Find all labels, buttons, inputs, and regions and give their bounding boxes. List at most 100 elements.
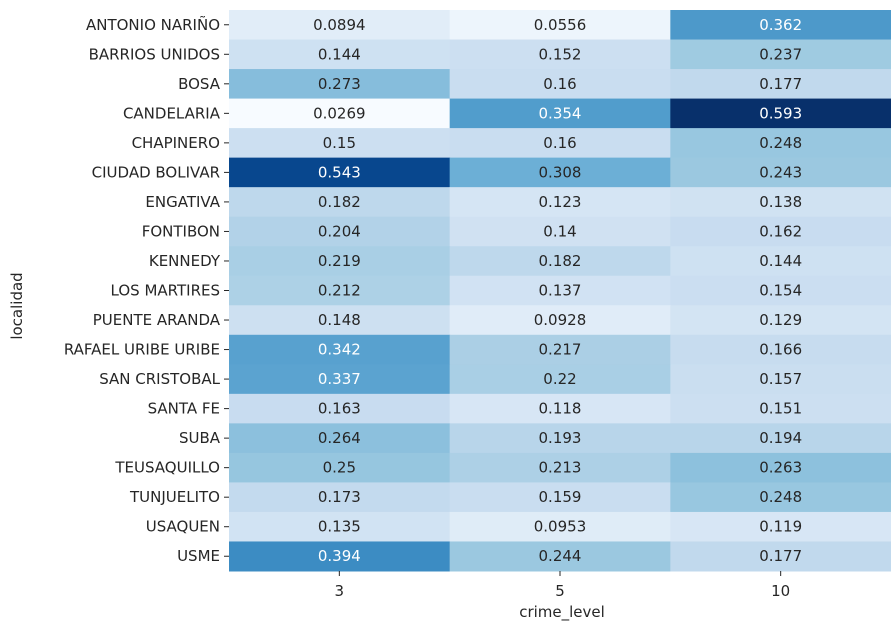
heatmap-cell [229, 334, 451, 365]
cell-value-label: 0.138 [759, 193, 802, 211]
heatmap-cell [670, 511, 891, 542]
heatmap-cell [229, 39, 451, 70]
heatmap-cells [229, 10, 891, 572]
cell-value-label: 0.337 [318, 370, 361, 388]
y-tick-label: SUBA [179, 429, 221, 447]
heatmap-cell [670, 275, 891, 306]
heatmap-cell [449, 482, 671, 513]
heatmap-cell [449, 216, 671, 247]
x-tick-label: 3 [335, 582, 345, 600]
cell-value-label: 0.237 [759, 45, 802, 63]
x-axis: 3 5 10 [335, 571, 790, 600]
heatmap-cell [449, 10, 671, 41]
heatmap-cell [449, 187, 671, 218]
cell-value-label: 0.308 [539, 163, 582, 181]
heatmap-cell [449, 98, 671, 129]
x-tick-label: 5 [555, 582, 565, 600]
y-tick-label: CANDELARIA [123, 104, 221, 122]
heatmap-cell [670, 541, 891, 572]
cell-value-label: 0.152 [539, 45, 582, 63]
cell-value-label: 0.177 [759, 547, 802, 565]
heatmap-cell [449, 275, 671, 306]
cell-value-label: 0.0928 [534, 311, 587, 329]
cell-value-label: 0.16 [543, 75, 576, 93]
heatmap-cell [229, 511, 451, 542]
cell-value-label: 0.157 [759, 370, 802, 388]
y-tick-label: TEUSAQUILLO [114, 459, 220, 477]
heatmap-cell [449, 364, 671, 395]
y-tick-label: KENNEDY [149, 252, 221, 270]
heatmap-cell [670, 187, 891, 218]
cell-value-label: 0.244 [539, 547, 582, 565]
heatmap-cell [670, 157, 891, 188]
y-tick-label: BARRIOS UNIDOS [89, 45, 220, 63]
heatmap-cell [670, 393, 891, 424]
heatmap-cell [229, 541, 451, 572]
cell-value-label: 0.342 [318, 341, 361, 359]
cell-value-label: 0.177 [759, 75, 802, 93]
y-axis-label: localidad [8, 272, 26, 339]
x-axis-label: crime_level [519, 603, 605, 622]
heatmap-cell [449, 128, 671, 159]
heatmap-cell [229, 275, 451, 306]
heatmap-cell [229, 393, 451, 424]
cell-annotations: 0.0894 0.0556 0.362 0.144 0.152 0.237 0.273 0.1… [313, 16, 802, 565]
heatmap-cell [670, 423, 891, 454]
heatmap-cell [229, 10, 451, 41]
cell-value-label: 0.173 [318, 488, 361, 506]
cell-value-label: 0.219 [318, 252, 361, 270]
cell-value-label: 0.0269 [313, 104, 366, 122]
y-tick-label: CHAPINERO [132, 134, 220, 152]
y-tick-label: CIUDAD BOLIVAR [92, 163, 220, 181]
cell-value-label: 0.0556 [534, 16, 587, 34]
cell-value-label: 0.118 [539, 400, 582, 418]
heatmap-cell [449, 305, 671, 336]
heatmap-cell [670, 364, 891, 395]
y-tick-label: PUENTE ARANDA [93, 311, 221, 329]
heatmap-cell [670, 98, 891, 129]
cell-value-label: 0.163 [318, 400, 361, 418]
y-tick-label: FONTIBON [142, 222, 220, 240]
heatmap-cell [229, 452, 451, 483]
y-tick-label: SANTA FE [148, 400, 220, 418]
heatmap-cell [449, 511, 671, 542]
heatmap-cell [449, 334, 671, 365]
cell-value-label: 0.0894 [313, 16, 366, 34]
cell-value-label: 0.182 [539, 252, 582, 270]
cell-value-label: 0.162 [759, 222, 802, 240]
cell-value-label: 0.394 [318, 547, 361, 565]
cell-value-label: 0.0953 [534, 518, 587, 536]
heatmap-cell [670, 128, 891, 159]
heatmap-cell [670, 69, 891, 100]
cell-value-label: 0.148 [318, 311, 361, 329]
cell-value-label: 0.154 [759, 282, 802, 300]
cell-value-label: 0.248 [759, 488, 802, 506]
cell-value-label: 0.129 [759, 311, 802, 329]
cell-value-label: 0.212 [318, 282, 361, 300]
cell-value-label: 0.144 [318, 45, 361, 63]
y-tick-label: TUNJUELITO [129, 488, 220, 506]
cell-value-label: 0.15 [323, 134, 356, 152]
cell-value-label: 0.123 [539, 193, 582, 211]
y-tick-label: ENGATIVA [145, 193, 220, 211]
heatmap-cell [449, 39, 671, 70]
cell-value-label: 0.354 [539, 104, 582, 122]
cell-value-label: 0.182 [318, 193, 361, 211]
cell-value-label: 0.119 [759, 518, 802, 536]
heatmap-cell [229, 482, 451, 513]
cell-value-label: 0.213 [539, 459, 582, 477]
cell-value-label: 0.14 [543, 222, 576, 240]
heatmap-cell [670, 334, 891, 365]
heatmap-cell [229, 364, 451, 395]
heatmap-cell [449, 393, 671, 424]
heatmap-cell [449, 541, 671, 572]
y-tick-label: RAFAEL URIBE URIBE [64, 341, 220, 359]
heatmap-cell [229, 128, 451, 159]
heatmap-cell [670, 39, 891, 70]
heatmap-cell [449, 157, 671, 188]
cell-value-label: 0.137 [539, 282, 582, 300]
heatmap-cell [229, 305, 451, 336]
heatmap-cell [229, 423, 451, 454]
heatmap-cell [449, 246, 671, 277]
